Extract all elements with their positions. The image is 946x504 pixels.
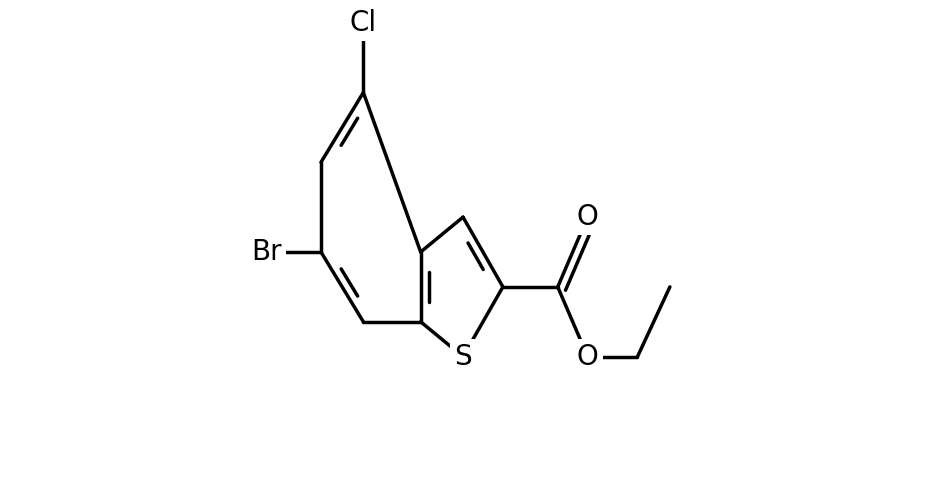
Text: S: S: [454, 343, 472, 370]
Text: O: O: [577, 343, 599, 370]
Text: O: O: [577, 203, 599, 231]
Text: Br: Br: [251, 238, 282, 266]
Text: Cl: Cl: [350, 9, 377, 37]
